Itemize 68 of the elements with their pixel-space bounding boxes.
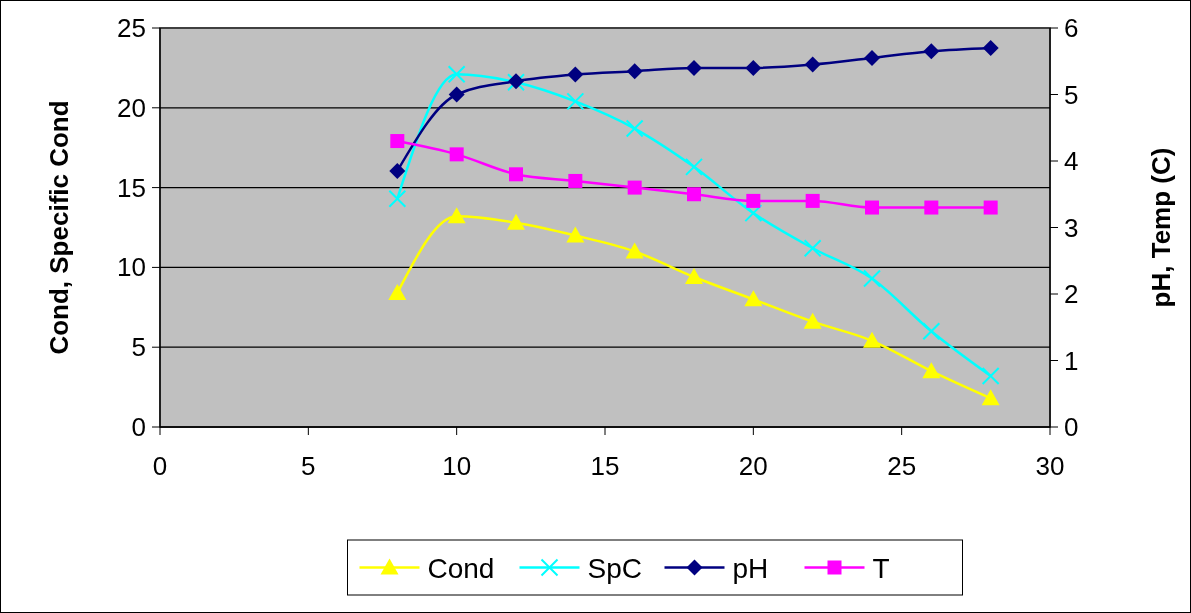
point	[447, 65, 466, 84]
point	[922, 322, 941, 341]
legend-label: Cond	[427, 552, 495, 584]
point	[745, 59, 762, 76]
point	[449, 147, 464, 162]
point	[864, 49, 880, 66]
point	[625, 242, 644, 259]
point	[981, 389, 1000, 406]
y-tick-label: 25	[117, 13, 146, 43]
point	[983, 200, 998, 215]
point	[567, 66, 584, 83]
point	[509, 167, 523, 182]
y2-tick-label: 6	[1064, 13, 1079, 43]
point	[566, 92, 585, 111]
x-tick-label: 15	[590, 451, 620, 481]
point	[448, 86, 465, 103]
point	[388, 189, 407, 208]
y2-tick-label: 2	[1064, 279, 1079, 309]
point	[685, 157, 703, 176]
y2-axis-title: pH, Temp (C)	[1146, 147, 1176, 308]
y2-tick-label: 4	[1064, 146, 1079, 176]
point	[922, 362, 941, 379]
point	[981, 366, 1000, 385]
y2-tick-label: 3	[1064, 212, 1079, 243]
y2-tick-label: 5	[1064, 79, 1079, 110]
x-tick-label: 10	[442, 451, 472, 481]
point	[924, 200, 939, 215]
point	[687, 187, 701, 202]
point	[804, 56, 821, 73]
point	[685, 267, 703, 284]
point	[686, 59, 702, 76]
point	[982, 39, 999, 56]
x-tick-label: 30	[1035, 451, 1065, 481]
point	[746, 193, 761, 208]
point	[803, 239, 822, 258]
point	[865, 200, 879, 215]
y-tick-label: 10	[117, 252, 146, 283]
point	[744, 290, 763, 307]
x-tick-label: 0	[152, 451, 168, 481]
point	[863, 269, 881, 288]
y-tick-label: 5	[131, 332, 146, 363]
point	[566, 226, 585, 243]
point	[507, 213, 525, 230]
y2-tick-label: 0	[1064, 412, 1079, 442]
x-tick-label: 5	[301, 451, 316, 481]
y-tick-label: 15	[117, 172, 146, 203]
point	[863, 331, 881, 348]
point	[447, 207, 466, 224]
point	[568, 173, 583, 188]
point	[923, 43, 940, 60]
point	[627, 180, 642, 195]
legend-label: SpC	[587, 552, 642, 584]
x-tick-label: 20	[738, 451, 768, 481]
y-axis-title: Cond, Specific Cond	[44, 100, 74, 355]
x-tick-label: 25	[887, 451, 917, 481]
point	[805, 193, 820, 208]
point	[626, 63, 643, 80]
legend-label: pH	[732, 552, 769, 584]
point	[388, 283, 407, 300]
y-tick-label: 20	[117, 92, 146, 123]
legend-label: T	[872, 552, 890, 584]
point	[803, 312, 822, 329]
y-tick-label: 0	[131, 412, 146, 442]
point	[389, 162, 406, 179]
point	[625, 119, 644, 138]
point	[390, 134, 405, 149]
y2-tick-label: 1	[1064, 345, 1079, 376]
point	[744, 204, 763, 223]
